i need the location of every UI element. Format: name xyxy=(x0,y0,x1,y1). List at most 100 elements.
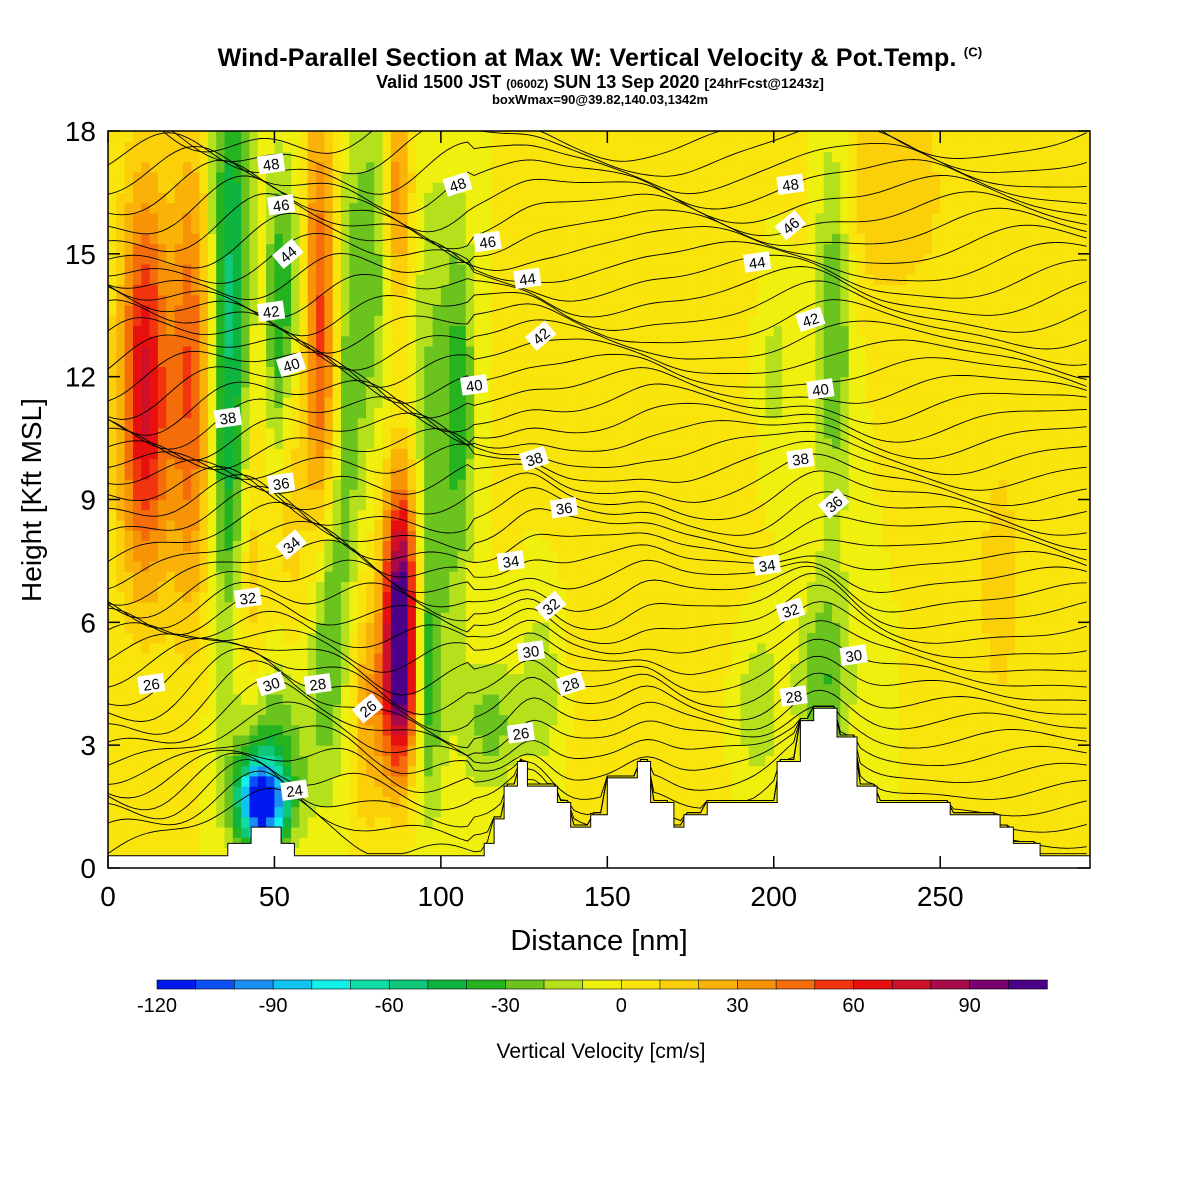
w-cell xyxy=(990,724,999,736)
w-cell xyxy=(299,827,309,838)
w-cell xyxy=(366,468,375,480)
w-cell xyxy=(266,591,275,603)
w-cell xyxy=(1056,847,1066,859)
w-cell xyxy=(524,775,533,787)
w-cell xyxy=(133,694,142,705)
w-cell xyxy=(698,786,708,797)
w-cell xyxy=(490,786,500,797)
w-cell xyxy=(349,714,359,726)
w-cell xyxy=(1056,601,1066,613)
w-cell xyxy=(1023,642,1033,654)
w-cell xyxy=(782,520,791,531)
w-cell xyxy=(931,622,941,634)
w-cell xyxy=(316,632,325,644)
w-cell xyxy=(673,479,683,490)
w-cell xyxy=(390,448,400,460)
w-cell xyxy=(931,499,941,511)
w-cell xyxy=(382,530,392,541)
w-cell xyxy=(249,622,259,634)
w-cell xyxy=(923,479,933,490)
w-cell xyxy=(407,520,417,531)
w-cell xyxy=(432,653,442,664)
w-cell xyxy=(257,540,267,552)
w-cell xyxy=(474,786,484,797)
w-cell xyxy=(574,540,583,552)
w-cell xyxy=(1006,540,1016,552)
w-cell xyxy=(840,724,850,736)
w-cell xyxy=(1065,601,1074,613)
w-cell xyxy=(1065,683,1074,695)
w-cell xyxy=(266,734,275,746)
w-cell xyxy=(266,489,275,501)
w-cell xyxy=(690,796,700,808)
w-cell xyxy=(698,622,708,634)
w-cell xyxy=(682,591,692,603)
w-cell xyxy=(524,755,533,767)
w-cell xyxy=(324,550,334,562)
w-cell xyxy=(931,489,941,501)
w-cell xyxy=(507,509,517,521)
w-cell xyxy=(482,438,492,449)
w-cell xyxy=(906,499,916,511)
w-cell xyxy=(157,571,167,582)
w-cell xyxy=(582,550,592,562)
w-cell xyxy=(332,458,342,470)
w-cell xyxy=(307,571,317,582)
w-cell xyxy=(956,591,966,603)
w-cell xyxy=(965,632,975,644)
w-cell xyxy=(998,704,1008,715)
w-cell xyxy=(1031,438,1041,449)
w-cell xyxy=(590,468,600,480)
w-cell xyxy=(990,540,999,552)
w-cell xyxy=(232,458,242,470)
w-cell xyxy=(981,622,991,634)
w-cell xyxy=(166,755,176,767)
w-cell xyxy=(174,550,184,562)
w-cell xyxy=(765,765,775,777)
w-cell xyxy=(232,653,242,664)
w-cell xyxy=(216,775,226,787)
w-cell xyxy=(266,663,275,675)
w-cell xyxy=(440,438,450,449)
w-cell xyxy=(282,653,292,664)
w-cell xyxy=(773,683,783,695)
w-cell xyxy=(898,755,908,767)
w-cell xyxy=(931,673,941,685)
w-cell xyxy=(116,642,126,654)
w-cell xyxy=(549,632,558,644)
w-cell xyxy=(174,734,184,746)
w-cell xyxy=(948,724,958,736)
w-cell xyxy=(207,734,217,746)
w-cell xyxy=(507,581,517,593)
w-cell xyxy=(931,734,941,746)
w-cell xyxy=(807,622,816,634)
w-cell xyxy=(207,601,217,613)
w-cell xyxy=(366,612,375,623)
w-cell xyxy=(715,438,725,449)
w-cell xyxy=(857,438,866,449)
w-cell xyxy=(1015,509,1024,521)
w-cell xyxy=(266,560,275,572)
w-cell xyxy=(1015,489,1024,501)
w-cell xyxy=(249,673,259,685)
w-cell xyxy=(790,438,800,449)
w-cell xyxy=(499,806,508,818)
w-cell xyxy=(923,560,933,572)
w-cell xyxy=(465,724,475,736)
w-cell xyxy=(432,612,442,623)
w-cell xyxy=(1023,683,1033,695)
w-cell xyxy=(282,438,292,449)
w-cell xyxy=(557,704,567,715)
w-cell xyxy=(424,581,434,593)
w-cell xyxy=(998,663,1008,675)
w-cell xyxy=(307,653,317,664)
w-cell xyxy=(474,653,484,664)
w-cell xyxy=(640,458,650,470)
w-cell xyxy=(682,612,692,623)
w-cell xyxy=(665,796,675,808)
w-cell xyxy=(241,560,251,572)
w-cell xyxy=(956,653,966,664)
w-cell xyxy=(657,581,667,593)
w-cell xyxy=(632,704,642,715)
w-cell xyxy=(673,458,683,470)
